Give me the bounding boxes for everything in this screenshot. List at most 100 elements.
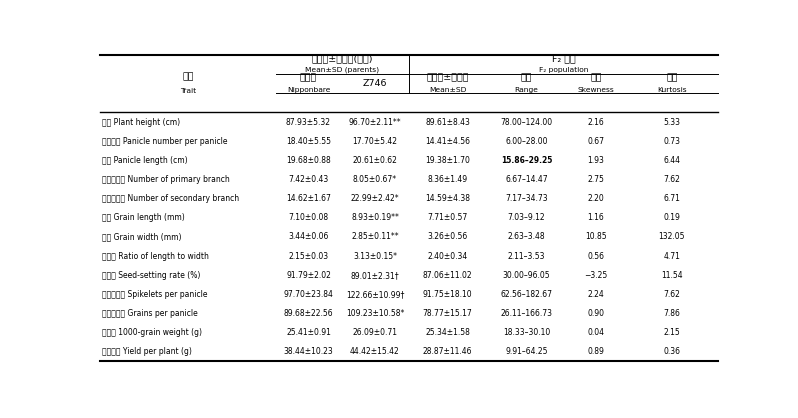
- Text: 7.86: 7.86: [663, 309, 680, 318]
- Text: 0.73: 0.73: [663, 137, 681, 146]
- Text: 长宽比 Ratio of length to width: 长宽比 Ratio of length to width: [102, 252, 209, 260]
- Text: 87.93±5.32: 87.93±5.32: [286, 117, 331, 127]
- Text: 38.44±10.23: 38.44±10.23: [283, 347, 334, 357]
- Text: F₂ population: F₂ population: [539, 67, 588, 73]
- Text: 26.09±0.71: 26.09±0.71: [353, 328, 397, 337]
- Text: 8.93±0.19**: 8.93±0.19**: [351, 213, 399, 222]
- Text: 2.15±0.03: 2.15±0.03: [288, 252, 329, 260]
- Text: 6.00–28.00: 6.00–28.00: [505, 137, 547, 146]
- Text: 单株产量 Yield per plant (g): 单株产量 Yield per plant (g): [102, 347, 192, 357]
- Text: 2.85±0.11**: 2.85±0.11**: [351, 232, 399, 242]
- Text: 19.68±0.88: 19.68±0.88: [286, 156, 331, 165]
- Text: 平均值±标准差(亲本): 平均值±标准差(亲本): [312, 55, 373, 64]
- Text: 97.70±23.84: 97.70±23.84: [283, 290, 334, 299]
- Text: 平均值±标准差: 平均值±标准差: [426, 74, 469, 82]
- Text: 每穗实粒数 Grains per panicle: 每穗实粒数 Grains per panicle: [102, 309, 198, 318]
- Text: F₂ 群体: F₂ 群体: [551, 55, 575, 64]
- Text: 7.62: 7.62: [663, 290, 680, 299]
- Text: Mean±SD: Mean±SD: [429, 87, 466, 92]
- Text: 0.36: 0.36: [663, 347, 681, 357]
- Text: 91.79±2.02: 91.79±2.02: [286, 271, 331, 280]
- Text: 28.87±11.46: 28.87±11.46: [423, 347, 472, 357]
- Text: 粒宽 Grain width (mm): 粒宽 Grain width (mm): [102, 232, 182, 242]
- Text: 千粒重 1000-grain weight (g): 千粒重 1000-grain weight (g): [102, 328, 202, 337]
- Text: 2.24: 2.24: [587, 290, 604, 299]
- Text: 62.56–182.67: 62.56–182.67: [500, 290, 552, 299]
- Text: 14.41±4.56: 14.41±4.56: [425, 137, 470, 146]
- Text: 9.91–64.25: 9.91–64.25: [505, 347, 547, 357]
- Text: 78.00–124.00: 78.00–124.00: [500, 117, 552, 127]
- Text: 2.16: 2.16: [587, 117, 604, 127]
- Text: 二次枝梗数 Number of secondary branch: 二次枝梗数 Number of secondary branch: [102, 194, 239, 203]
- Text: Skewness: Skewness: [578, 87, 614, 92]
- Text: 89.61±8.43: 89.61±8.43: [425, 117, 470, 127]
- Text: Z746: Z746: [363, 79, 387, 88]
- Text: 132.05: 132.05: [658, 232, 685, 242]
- Text: 偏度: 偏度: [591, 74, 602, 82]
- Text: 11.54: 11.54: [661, 271, 682, 280]
- Text: 20.61±0.62: 20.61±0.62: [353, 156, 397, 165]
- Text: 3.13±0.15*: 3.13±0.15*: [353, 252, 397, 260]
- Text: 6.71: 6.71: [663, 194, 680, 203]
- Text: 0.89: 0.89: [587, 347, 605, 357]
- Text: 每穗总粒数 Spikelets per panicle: 每穗总粒数 Spikelets per panicle: [102, 290, 207, 299]
- Text: 4.71: 4.71: [663, 252, 680, 260]
- Text: 22.99±2.42*: 22.99±2.42*: [350, 194, 399, 203]
- Text: 7.62: 7.62: [663, 175, 680, 184]
- Text: 粒长 Grain length (mm): 粒长 Grain length (mm): [102, 213, 185, 222]
- Text: 8.36±1.49: 8.36±1.49: [428, 175, 468, 184]
- Text: 5.33: 5.33: [663, 117, 681, 127]
- Text: 有效穗数 Panicle number per panicle: 有效穗数 Panicle number per panicle: [102, 137, 227, 146]
- Text: 2.63–3.48: 2.63–3.48: [508, 232, 545, 242]
- Text: 峰度: 峰度: [666, 74, 678, 82]
- Text: 96.70±2.11**: 96.70±2.11**: [349, 117, 401, 127]
- Text: 2.20: 2.20: [587, 194, 604, 203]
- Text: Mean±SD (parents): Mean±SD (parents): [306, 67, 380, 73]
- Text: 26.11–166.73: 26.11–166.73: [500, 309, 552, 318]
- Text: 2.40±0.34: 2.40±0.34: [428, 252, 468, 260]
- Text: 日本晴: 日本晴: [300, 74, 317, 82]
- Text: 株高 Plant height (cm): 株高 Plant height (cm): [102, 117, 180, 127]
- Text: 7.42±0.43: 7.42±0.43: [288, 175, 329, 184]
- Text: 1.16: 1.16: [587, 213, 604, 222]
- Text: 范围: 范围: [521, 74, 532, 82]
- Text: 19.38±1.70: 19.38±1.70: [425, 156, 470, 165]
- Text: 89.68±22.56: 89.68±22.56: [283, 309, 334, 318]
- Text: −3.25: −3.25: [584, 271, 608, 280]
- Text: 89.01±2.31†: 89.01±2.31†: [350, 271, 399, 280]
- Text: 91.75±18.10: 91.75±18.10: [423, 290, 472, 299]
- Text: 87.06±11.02: 87.06±11.02: [423, 271, 472, 280]
- Text: 14.62±1.67: 14.62±1.67: [286, 194, 331, 203]
- Text: 7.10±0.08: 7.10±0.08: [288, 213, 329, 222]
- Text: 0.19: 0.19: [663, 213, 680, 222]
- Text: 6.67–14.47: 6.67–14.47: [505, 175, 547, 184]
- Text: Trait: Trait: [180, 88, 196, 94]
- Text: 14.59±4.38: 14.59±4.38: [425, 194, 470, 203]
- Text: 44.42±15.42: 44.42±15.42: [350, 347, 400, 357]
- Text: 15.86–29.25: 15.86–29.25: [501, 156, 552, 165]
- Text: 109.23±10.58*: 109.23±10.58*: [346, 309, 404, 318]
- Text: 0.56: 0.56: [587, 252, 605, 260]
- Text: 性状: 性状: [182, 72, 194, 81]
- Text: 0.90: 0.90: [587, 309, 605, 318]
- Text: 3.44±0.06: 3.44±0.06: [288, 232, 329, 242]
- Text: 2.75: 2.75: [587, 175, 605, 184]
- Text: 7.71±0.57: 7.71±0.57: [428, 213, 468, 222]
- Text: 1.93: 1.93: [587, 156, 605, 165]
- Text: 2.11–3.53: 2.11–3.53: [508, 252, 545, 260]
- Text: 穗长 Panicle length (cm): 穗长 Panicle length (cm): [102, 156, 188, 165]
- Text: Range: Range: [515, 87, 539, 92]
- Text: 30.00–96.05: 30.00–96.05: [503, 271, 551, 280]
- Text: 7.17–34.73: 7.17–34.73: [505, 194, 547, 203]
- Text: 3.26±0.56: 3.26±0.56: [428, 232, 468, 242]
- Text: 18.40±5.55: 18.40±5.55: [286, 137, 331, 146]
- Text: 7.03–9.12: 7.03–9.12: [508, 213, 545, 222]
- Text: 25.41±0.91: 25.41±0.91: [286, 328, 331, 337]
- Text: 25.34±1.58: 25.34±1.58: [425, 328, 470, 337]
- Text: 6.44: 6.44: [663, 156, 681, 165]
- Text: 2.15: 2.15: [663, 328, 680, 337]
- Text: 一次枝梗数 Number of primary branch: 一次枝梗数 Number of primary branch: [102, 175, 230, 184]
- Text: 0.04: 0.04: [587, 328, 605, 337]
- Text: Nipponbare: Nipponbare: [286, 87, 330, 92]
- Text: 10.85: 10.85: [585, 232, 606, 242]
